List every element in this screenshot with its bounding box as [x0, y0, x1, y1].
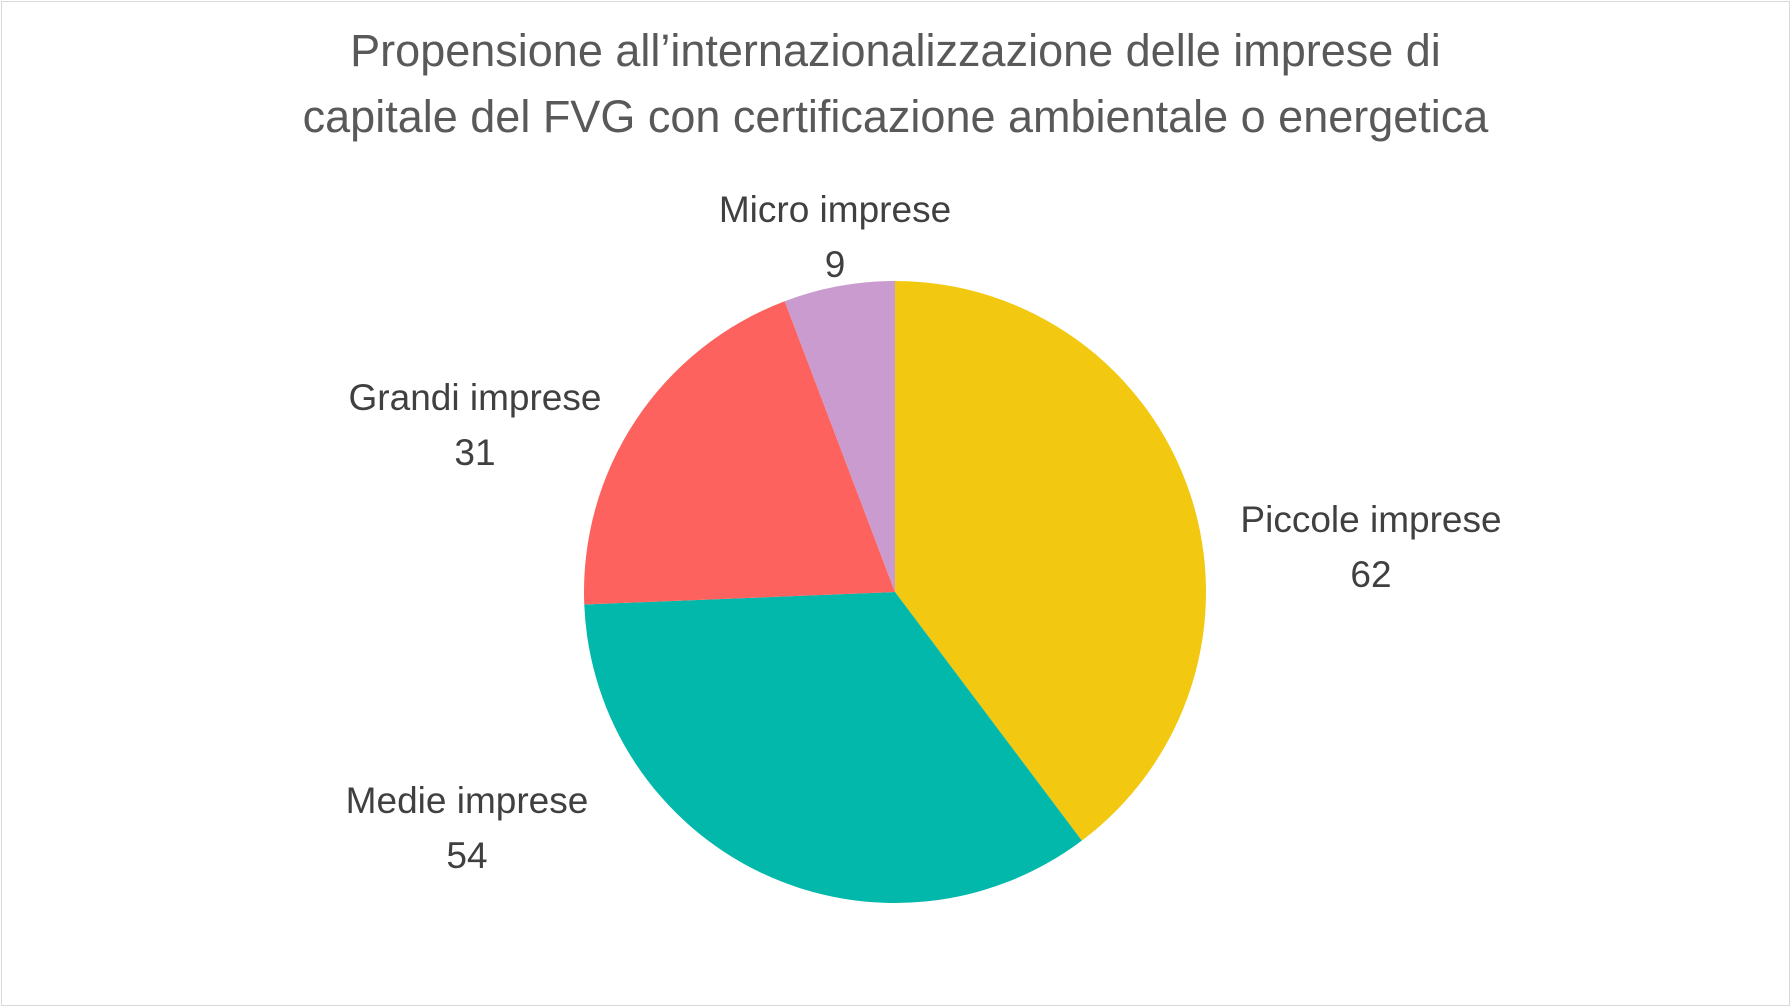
- data-label-name-piccole-imprese: Piccole imprese: [1240, 499, 1501, 540]
- pie-slice-medie-imprese: [584, 592, 1082, 904]
- chart-title-line-2: capitale del FVG con certificazione ambi…: [302, 91, 1489, 142]
- pie-slice-grandi-imprese: [583, 301, 895, 605]
- chart-title: Propensione all’internazionalizzazione d…: [2, 18, 1789, 150]
- chart-title-line-1: Propensione all’internazionalizzazione d…: [350, 25, 1441, 76]
- pie-slice-micro-imprese: [784, 281, 895, 592]
- data-label-value-medie-imprese: 54: [446, 835, 487, 876]
- data-label-value-micro-imprese: 9: [825, 244, 846, 285]
- data-label-value-piccole-imprese: 62: [1350, 554, 1391, 595]
- pie-slice-piccole-imprese: [895, 281, 1207, 841]
- data-label-name-micro-imprese: Micro imprese: [719, 189, 951, 230]
- data-label-name-grandi-imprese: Grandi imprese: [349, 377, 602, 418]
- data-label-name-medie-imprese: Medie imprese: [346, 780, 589, 821]
- data-label-value-grandi-imprese: 31: [454, 432, 495, 473]
